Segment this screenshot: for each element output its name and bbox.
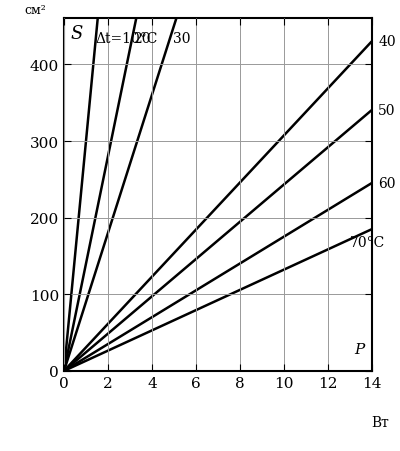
Text: Вт: Вт (372, 415, 389, 429)
Text: Δt=10°C: Δt=10°C (96, 32, 158, 46)
Text: P: P (354, 342, 364, 356)
Text: 70°C: 70°C (350, 235, 385, 249)
Text: 60: 60 (378, 177, 396, 191)
Text: 50: 50 (378, 104, 396, 118)
Text: 40: 40 (378, 35, 396, 49)
Text: 30: 30 (173, 32, 190, 46)
Text: S: S (71, 25, 83, 43)
Text: см²: см² (24, 4, 46, 17)
Text: 20: 20 (133, 32, 151, 46)
